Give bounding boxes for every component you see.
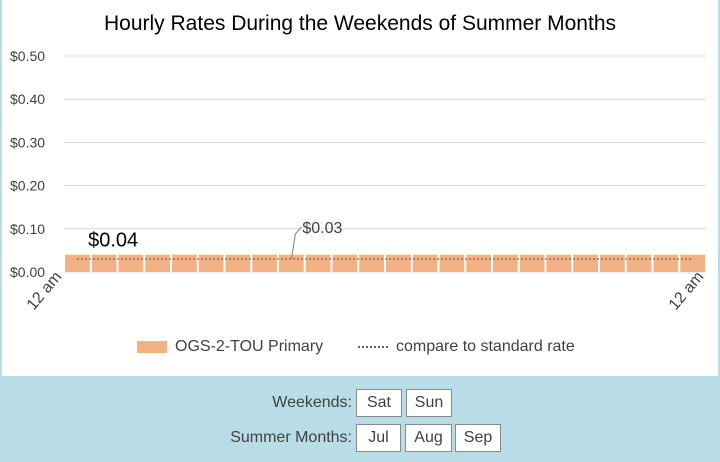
rate-bar	[145, 254, 170, 272]
rate-bar	[225, 254, 251, 272]
rate-bar	[91, 254, 117, 272]
rate-bar	[172, 254, 197, 272]
rate-bar	[573, 254, 598, 272]
weekends-row: Weekends: Sat Sun	[0, 389, 720, 417]
rate-bar	[653, 254, 679, 272]
sep-button[interactable]: Sep	[455, 424, 501, 452]
y-tick-label: $0.40	[10, 91, 45, 107]
sat-button[interactable]: Sat	[356, 389, 402, 417]
rate-bar	[359, 254, 384, 272]
legend-swatch-line	[358, 346, 388, 348]
rate-bar	[305, 254, 331, 272]
legend-item-line: compare to standard rate	[358, 338, 575, 356]
sun-button[interactable]: Sun	[406, 389, 452, 417]
months-row: Summer Months: Jul Aug Sep	[0, 424, 720, 452]
chart-panel: $0.00 $0.10 $0.20 $0.30 $0.40 $0.50 12 am 12 am…	[2, 0, 718, 376]
rate-bar	[626, 254, 652, 272]
y-tick-label: $0.00	[10, 264, 45, 280]
rate-bar	[118, 254, 144, 272]
weekends-label: Weekends:	[272, 394, 352, 411]
x-tick-label: 12 am	[666, 269, 708, 314]
rate-bar	[519, 254, 545, 272]
rate-bar	[332, 254, 358, 272]
y-tick-label: $0.20	[10, 178, 45, 194]
y-tick-label: $0.50	[10, 48, 45, 64]
aug-button[interactable]: Aug	[405, 424, 452, 452]
months-label: Summer Months:	[230, 429, 352, 446]
rate-bar	[198, 254, 224, 272]
y-tick-label: $0.30	[10, 134, 45, 150]
data-label-bar: $0.04	[88, 230, 138, 252]
controls-panel: Weekends: Sat Sun Summer Months: Jul Aug…	[0, 376, 720, 462]
chart-title: Hourly Rates During the Weekends of Summ…	[104, 12, 616, 35]
jul-button[interactable]: Jul	[356, 424, 401, 452]
rate-bar	[600, 254, 625, 272]
rate-bar	[65, 254, 90, 272]
rate-bar	[252, 254, 277, 272]
rate-bar	[412, 254, 438, 272]
rate-bar	[546, 254, 572, 272]
legend-item-bar: OGS-2-TOU Primary	[137, 338, 323, 356]
legend-label-bar: OGS-2-TOU Primary	[175, 338, 324, 355]
rate-bar	[493, 254, 518, 272]
data-label-leader	[290, 226, 302, 260]
rate-bar	[466, 254, 491, 272]
legend-label-line: compare to standard rate	[396, 338, 575, 355]
legend: OGS-2-TOU Primary compare to standard ra…	[2, 336, 718, 360]
data-label-line: $0.03	[302, 220, 342, 237]
rate-bar	[386, 254, 411, 272]
legend-swatch-bar	[137, 341, 167, 353]
rate-bar	[439, 254, 465, 272]
y-tick-label: $0.10	[10, 221, 45, 237]
